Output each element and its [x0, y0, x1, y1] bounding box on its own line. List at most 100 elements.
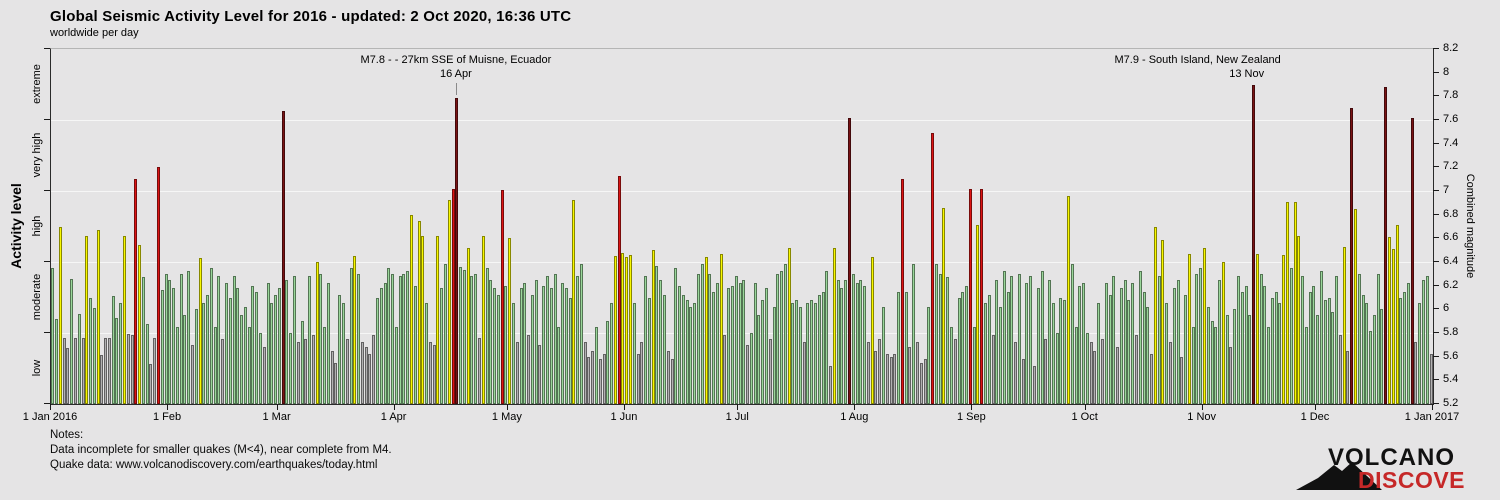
- magnitude-bar: [704, 257, 708, 404]
- zone-boundary-gridline: [51, 333, 1433, 334]
- left-axis-tick: [44, 261, 50, 262]
- magnitude-bar: [311, 335, 315, 404]
- magnitude-bar: [1406, 283, 1410, 404]
- magnitude-bar: [776, 273, 780, 404]
- magnitude-bar: [1421, 279, 1425, 404]
- magnitude-bar: [1278, 303, 1282, 404]
- magnitude-bar: [451, 188, 455, 404]
- magnitude-bar: [1286, 201, 1290, 404]
- magnitude-bar: [919, 362, 923, 404]
- magnitude-bar: [100, 355, 104, 404]
- magnitude-bar: [1006, 291, 1010, 404]
- magnitude-bar: [1403, 291, 1407, 404]
- magnitude-bar: [1323, 299, 1327, 404]
- magnitude-bar: [1176, 279, 1180, 404]
- magnitude-bar: [976, 225, 980, 404]
- right-axis-tick-label: 7.4: [1443, 136, 1459, 149]
- month-tick: [506, 404, 508, 410]
- magnitude-bar: [780, 271, 784, 404]
- magnitude-bar: [104, 337, 108, 404]
- magnitude-bar: [791, 303, 795, 404]
- magnitude-bar: [1157, 276, 1161, 404]
- magnitude-bar: [485, 267, 489, 404]
- magnitude-bar: [436, 235, 440, 404]
- magnitude-bar: [946, 277, 950, 404]
- left-axis-tick: [44, 190, 50, 191]
- month-label: 1 Dec: [1300, 411, 1330, 423]
- magnitude-bar: [942, 207, 946, 404]
- magnitude-bar: [330, 350, 334, 404]
- magnitude-bar: [738, 283, 742, 404]
- magnitude-bar: [1180, 356, 1184, 404]
- magnitude-bar: [470, 276, 474, 404]
- month-label: 1 Jul: [725, 411, 749, 423]
- zone-boundary-gridline: [51, 191, 1433, 192]
- magnitude-bar: [934, 264, 938, 404]
- magnitude-bar: [292, 276, 296, 404]
- magnitude-bar: [866, 342, 870, 404]
- magnitude-bar: [840, 288, 844, 404]
- magnitude-bar: [376, 297, 380, 404]
- right-axis-tick-label: 6.2: [1443, 278, 1459, 291]
- magnitude-bar: [274, 295, 278, 404]
- magnitude-bar: [489, 279, 493, 404]
- magnitude-bar: [202, 303, 206, 404]
- magnitude-bar: [1387, 237, 1391, 404]
- magnitude-bar: [1025, 283, 1029, 404]
- magnitude-bar: [353, 256, 357, 404]
- right-axis-tick: [1433, 142, 1439, 144]
- magnitude-bar: [342, 303, 346, 404]
- magnitude-bar: [58, 226, 62, 404]
- magnitude-bar: [1304, 327, 1308, 404]
- right-axis-tick-label: 6.4: [1443, 255, 1459, 267]
- month-tick: [276, 404, 278, 410]
- magnitude-bar: [965, 285, 969, 404]
- magnitude-bar: [1282, 254, 1286, 404]
- magnitude-bar: [417, 220, 421, 404]
- magnitude-bar: [1123, 279, 1127, 404]
- month-tick: [167, 404, 169, 410]
- magnitude-bar: [1270, 297, 1274, 404]
- annotation-0-line2: 16 Apr: [440, 68, 472, 80]
- left-axis-tick: [44, 48, 50, 49]
- magnitude-bar: [938, 273, 942, 404]
- magnitude-bar: [459, 266, 463, 404]
- magnitude-bar: [402, 273, 406, 404]
- right-axis-tick-label: 6.6: [1443, 231, 1459, 244]
- magnitude-bar: [904, 291, 908, 404]
- magnitude-bar: [243, 306, 247, 404]
- magnitude-bar: [345, 338, 349, 404]
- magnitude-bar: [613, 256, 617, 404]
- magnitude-bar: [1361, 295, 1365, 404]
- magnitude-bar: [443, 264, 447, 404]
- magnitude-bar: [175, 327, 179, 404]
- magnitude-bar: [564, 288, 568, 404]
- month-label: 1 Mar: [262, 411, 291, 423]
- month-label: 1 Jan 2016: [22, 411, 78, 423]
- magnitude-bar: [1418, 303, 1422, 404]
- magnitude-bar: [666, 350, 670, 404]
- right-axis-tick: [1433, 284, 1439, 286]
- magnitude-bar: [334, 362, 338, 404]
- magnitude-bar: [723, 335, 727, 404]
- magnitude-bar: [153, 337, 157, 404]
- magnitude-bar: [764, 288, 768, 404]
- magnitude-bar: [115, 317, 119, 404]
- magnitude-bar: [1350, 108, 1354, 404]
- magnitude-bar: [1267, 327, 1271, 404]
- magnitude-bar: [1085, 333, 1089, 404]
- right-axis-tick: [1433, 213, 1439, 215]
- magnitude-bar: [1320, 271, 1324, 404]
- magnitude-bar: [508, 238, 512, 404]
- right-axis-tick: [1433, 332, 1439, 333]
- magnitude-bar: [810, 299, 814, 404]
- magnitude-bar: [194, 309, 198, 404]
- magnitude-bar: [1161, 239, 1165, 404]
- chart-subtitle: worldwide per day: [50, 27, 139, 39]
- magnitude-bar: [413, 285, 417, 404]
- zone-label-extreme: extreme: [31, 63, 43, 104]
- right-axis-tick: [1433, 71, 1439, 73]
- magnitude-bar: [1093, 350, 1097, 404]
- magnitude-bar: [1308, 291, 1312, 404]
- magnitude-bar: [145, 323, 149, 404]
